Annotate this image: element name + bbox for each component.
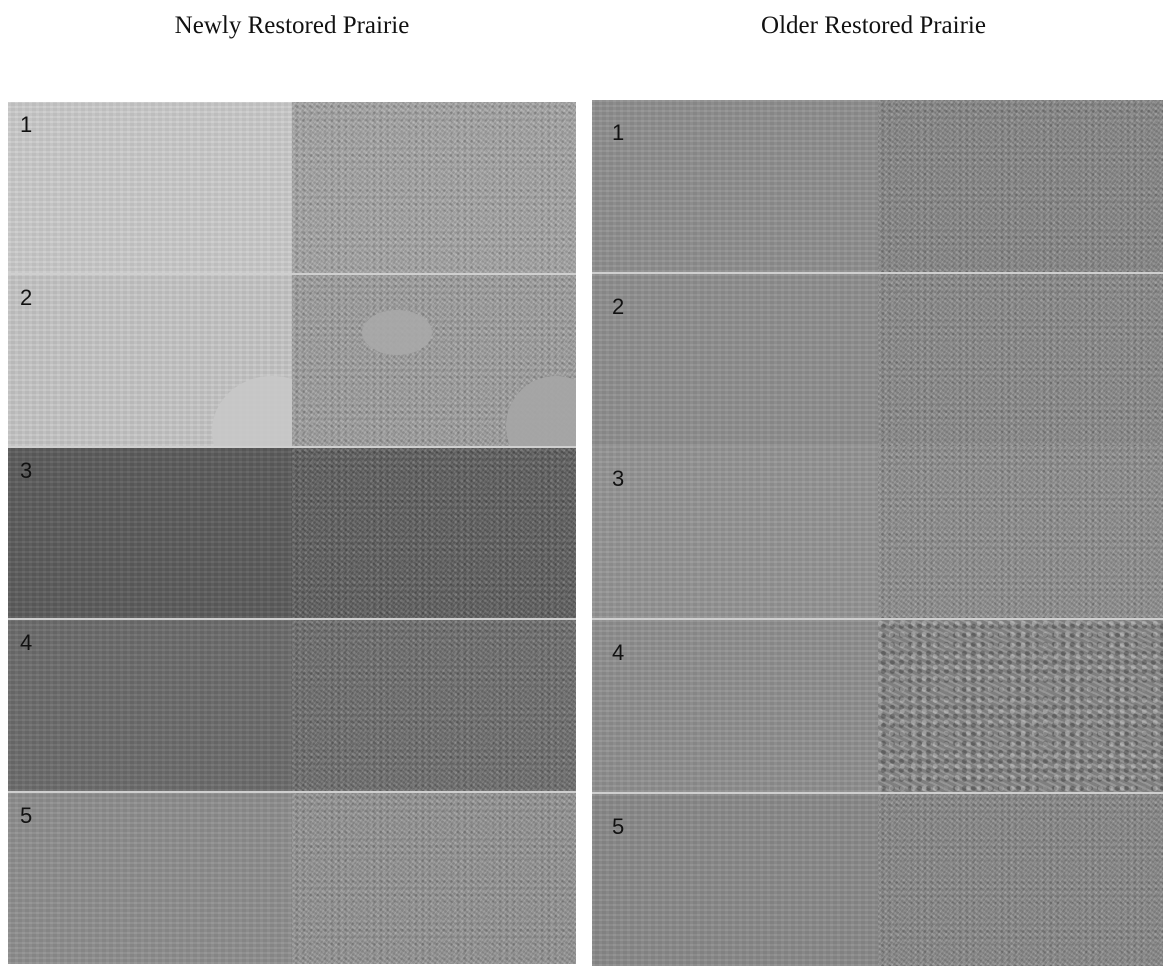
newly-restored-row-5-right-image (292, 793, 576, 964)
newly-restored-row-2-left-image (8, 274, 292, 446)
older-restored-prairie-title: Older Restored Prairie (761, 12, 986, 39)
newly-restored-row-3: 3 (8, 445, 576, 619)
newly-restored-row-3-right-image (292, 447, 576, 619)
newly-restored-prairie-title: Newly Restored Prairie (174, 12, 410, 39)
older-restored-row-3-left-image (592, 446, 878, 618)
newly-restored-row-4: 4 (8, 618, 576, 792)
newly-restored-row-1-left-image (8, 102, 292, 273)
older-restored-row-4-left-image (592, 620, 878, 792)
newly-restored-row-1-right-image (292, 102, 576, 273)
row-label: 2 (612, 294, 625, 319)
newly-restored-row-3-left-image (8, 447, 292, 619)
smooth-patch (506, 375, 576, 446)
row-label: 5 (20, 803, 33, 829)
older-restored-row-3: 3 (592, 446, 1163, 618)
newly-restored-row-2: 2 (8, 272, 576, 446)
older-restored-row-3-right-image (877, 446, 1163, 618)
row-label: 5 (612, 814, 625, 839)
row-label: 3 (612, 466, 625, 491)
row-label: 1 (612, 120, 625, 145)
smooth-patch (212, 375, 292, 446)
older-restored-row-1-right-image (877, 100, 1163, 272)
older-restored-row-1-left-image (592, 100, 878, 272)
newly-restored-row-2-right-image (292, 274, 576, 446)
older-restored-row-4: 4 (592, 618, 1163, 792)
newly-restored-row-5: 5 (8, 791, 576, 964)
older-restored-row-5-right-image (877, 794, 1163, 966)
newly-restored-prairie-panel: 1 2 3 4 5 (8, 102, 576, 964)
older-restored-row-5-left-image (592, 794, 878, 966)
older-restored-row-2-left-image (592, 274, 878, 446)
older-restored-row-2-right-image (877, 274, 1163, 446)
newly-restored-row-4-left-image (8, 620, 292, 792)
row-label: 3 (20, 457, 33, 483)
smooth-patch (362, 309, 432, 355)
newly-restored-row-4-right-image (292, 620, 576, 792)
older-restored-row-4-right-image (877, 620, 1163, 792)
older-restored-prairie-panel: 1 2 3 4 5 (592, 100, 1163, 966)
newly-restored-row-5-left-image (8, 793, 292, 964)
newly-restored-row-1: 1 (8, 102, 576, 273)
row-label: 4 (20, 630, 33, 656)
row-label: 2 (20, 284, 33, 310)
older-restored-row-5: 5 (592, 792, 1163, 966)
row-label: 1 (20, 112, 33, 137)
older-restored-row-2: 2 (592, 272, 1163, 446)
older-restored-row-1: 1 (592, 100, 1163, 272)
row-label: 4 (612, 640, 625, 665)
